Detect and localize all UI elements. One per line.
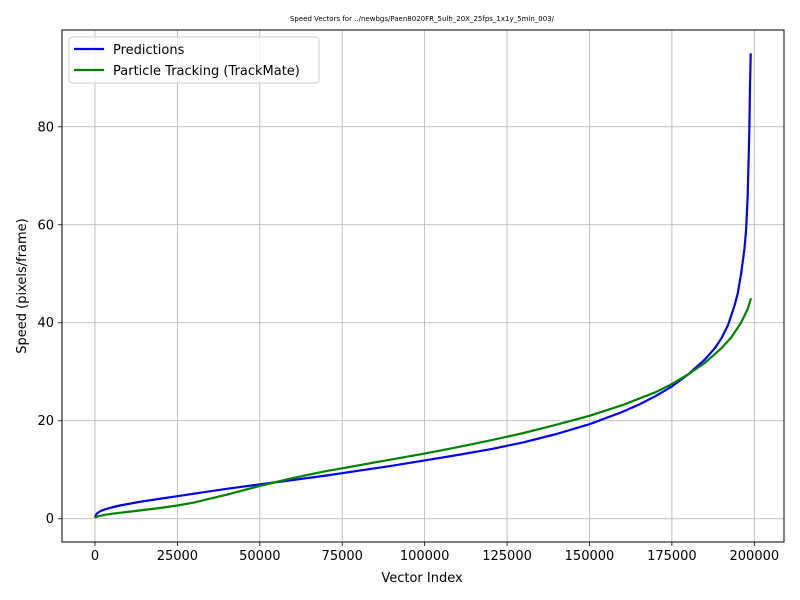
x-tick-label: 75000 [322, 549, 363, 564]
x-tick-label: 175000 [647, 549, 697, 564]
y-tick-label: 60 [37, 218, 54, 233]
series-line-predictions [93, 53, 752, 519]
x-tick-label: 200000 [730, 549, 780, 564]
x-tick-label: 0 [91, 549, 99, 564]
chart-title: Speed Vectors for ../newbgs/Paen8020FR_5… [290, 15, 555, 23]
x-tick-label: 100000 [400, 549, 450, 564]
legend-box [68, 36, 320, 84]
x-axis-label: Vector Index [381, 571, 463, 586]
legend: Predictions Particle Tracking (TrackMate) [68, 36, 320, 84]
x-tick-label: 150000 [565, 549, 615, 564]
series-layer [93, 53, 753, 519]
y-tick-label: 0 [46, 512, 54, 527]
y-axis-ticks: 0 20 40 60 80 [37, 120, 62, 527]
plot-frame [61, 29, 785, 543]
x-tick-label: 125000 [482, 549, 532, 564]
x-tick-label: 50000 [239, 549, 280, 564]
y-tick-label: 80 [37, 120, 54, 135]
legend-label: Predictions [113, 43, 185, 58]
y-tick-label: 20 [37, 414, 54, 429]
grid [62, 30, 784, 542]
x-axis-ticks: 0 25000 50000 75000 100000 125000 150000 175000… [91, 542, 779, 564]
series-line-trackmate [94, 297, 753, 519]
legend-label: Particle Tracking (TrackMate) [113, 64, 300, 79]
y-tick-label: 40 [37, 316, 54, 331]
x-tick-label: 25000 [157, 549, 198, 564]
y-axis-label: Speed (pixels/frame) [15, 218, 30, 354]
